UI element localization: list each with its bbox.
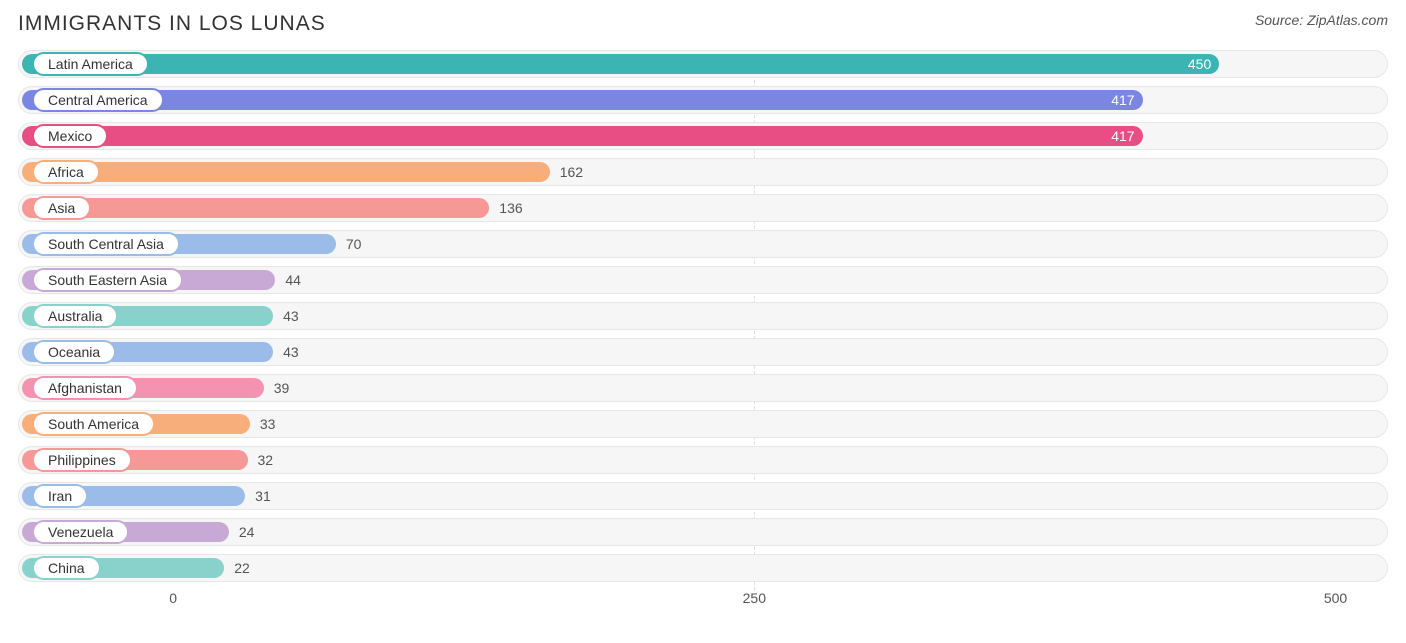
bar-row: Australia 43 <box>18 302 1388 330</box>
bar-value: 44 <box>285 272 301 288</box>
bar-value: 33 <box>260 416 276 432</box>
bar-label: Venezuela <box>32 520 129 544</box>
bar-row: South Eastern Asia 44 <box>18 266 1388 294</box>
bar-label: Australia <box>32 304 118 328</box>
bar-label: Asia <box>32 196 91 220</box>
bar-fill <box>22 162 550 182</box>
bar-label: Latin America <box>32 52 149 76</box>
x-axis-tick: 0 <box>169 590 177 606</box>
bar-value: 43 <box>283 344 299 360</box>
chart-source: Source: ZipAtlas.com <box>1255 12 1388 28</box>
bar-label: South Eastern Asia <box>32 268 183 292</box>
bar-row: Iran 31 <box>18 482 1388 510</box>
chart-title: IMMIGRANTS IN LOS LUNAS <box>18 12 326 36</box>
bar-label: Iran <box>32 484 88 508</box>
bar-value: 417 <box>1111 128 1134 144</box>
bar-label: Afghanistan <box>32 376 138 400</box>
bar-row: Latin America 450 <box>18 50 1388 78</box>
bar-label: Mexico <box>32 124 108 148</box>
bar-value: 162 <box>560 164 583 180</box>
bar-row: South America 33 <box>18 410 1388 438</box>
bar-row: China 22 <box>18 554 1388 582</box>
x-axis-tick: 250 <box>743 590 766 606</box>
bar-fill <box>22 90 1143 110</box>
bar-row: Central America 417 <box>18 86 1388 114</box>
bar-row: Afghanistan 39 <box>18 374 1388 402</box>
bar-row: Oceania 43 <box>18 338 1388 366</box>
bar-value: 39 <box>274 380 290 396</box>
bar-label: Oceania <box>32 340 116 364</box>
bar-value: 417 <box>1111 92 1134 108</box>
bar-label: Philippines <box>32 448 132 472</box>
bar-value: 31 <box>255 488 271 504</box>
bar-value: 70 <box>346 236 362 252</box>
bar-row: Philippines 32 <box>18 446 1388 474</box>
x-axis-tick: 500 <box>1324 590 1347 606</box>
bar-label: China <box>32 556 101 580</box>
bar-fill <box>22 198 489 218</box>
bar-value: 32 <box>258 452 274 468</box>
bar-value: 22 <box>234 560 250 576</box>
bar-label: South America <box>32 412 155 436</box>
bar-value: 450 <box>1188 56 1211 72</box>
chart-area: Latin America450Central America417Mexico… <box>18 50 1388 612</box>
header-row: IMMIGRANTS IN LOS LUNAS Source: ZipAtlas… <box>18 12 1388 36</box>
bar-row: Venezuela 24 <box>18 518 1388 546</box>
bar-value: 43 <box>283 308 299 324</box>
bar-fill <box>22 126 1143 146</box>
bar-row: Africa 162 <box>18 158 1388 186</box>
bar-label: Central America <box>32 88 164 112</box>
bar-value: 24 <box>239 524 255 540</box>
x-axis: 0 250 500 <box>18 590 1388 612</box>
bar-row: South Central Asia 70 <box>18 230 1388 258</box>
bar-label: South Central Asia <box>32 232 180 256</box>
bar-fill <box>22 54 1219 74</box>
bar-row: Asia 136 <box>18 194 1388 222</box>
bar-value: 136 <box>499 200 522 216</box>
bar-row: Mexico 417 <box>18 122 1388 150</box>
bar-label: Africa <box>32 160 100 184</box>
